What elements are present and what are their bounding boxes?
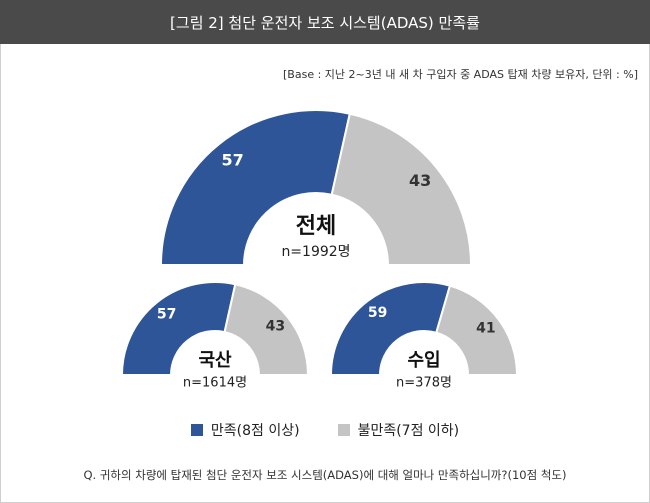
title-bar: [그림 2] 첨단 운전자 보조 시스템(ADAS) 만족률	[0, 0, 650, 44]
chart-title: [그림 2] 첨단 운전자 보조 시스템(ADAS) 만족률	[170, 13, 480, 32]
survey-question: Q. 귀하의 차량에 탑재된 첨단 운전자 보조 시스템(ADAS)에 대해 얼…	[83, 468, 567, 482]
legend-swatch-satisfied	[190, 424, 203, 436]
gauge-segment-unsatisfied	[435, 284, 519, 376]
data-label-satisfied: 57	[157, 307, 176, 323]
base-note: [Base : 지난 2~3년 내 새 차 구입자 중 ADAS 탑재 차량 보…	[283, 68, 638, 81]
data-label-satisfied: 57	[221, 150, 243, 169]
gauge-1: 57 43 전체 n=1992명	[159, 109, 473, 266]
data-label-satisfied: 59	[368, 305, 387, 321]
legend-item-satisfied: 만족(8점 이상)	[190, 420, 300, 440]
data-label-unsatisfied: 43	[409, 171, 431, 190]
gauge-2: 57 43 국산 n=1614명	[120, 281, 310, 391]
gauge-group-label: 수입	[407, 349, 440, 371]
gauge-segment-unsatisfied	[223, 283, 310, 376]
gauge-3: 59 41 수입 n=378명	[329, 281, 519, 391]
legend-label-satisfied: 만족(8점 이상)	[210, 423, 300, 439]
legend-swatch-unsatisfied	[337, 424, 350, 436]
gauge-segment-satisfied	[159, 109, 352, 266]
gauge-group-label: 전체	[296, 214, 336, 239]
data-label-unsatisfied: 43	[266, 319, 285, 335]
legend: 만족(8점 이상) 불만족(7점 이하)	[0, 420, 650, 440]
legend-item-unsatisfied: 불만족(7점 이하)	[337, 420, 460, 440]
gauge-segment-unsatisfied	[330, 112, 473, 266]
gauge-segment-satisfied	[120, 281, 237, 376]
gauge-sample-size: n=1992명	[281, 244, 350, 260]
legend-label-unsatisfied: 불만족(7점 이하)	[357, 423, 460, 439]
gauge-segment-satisfied	[329, 281, 452, 376]
gauge-sample-size: n=1614명	[183, 376, 247, 391]
gauge-sample-size: n=378명	[396, 376, 452, 391]
gauge-group-label: 국산	[198, 350, 232, 371]
data-label-unsatisfied: 41	[476, 321, 495, 337]
